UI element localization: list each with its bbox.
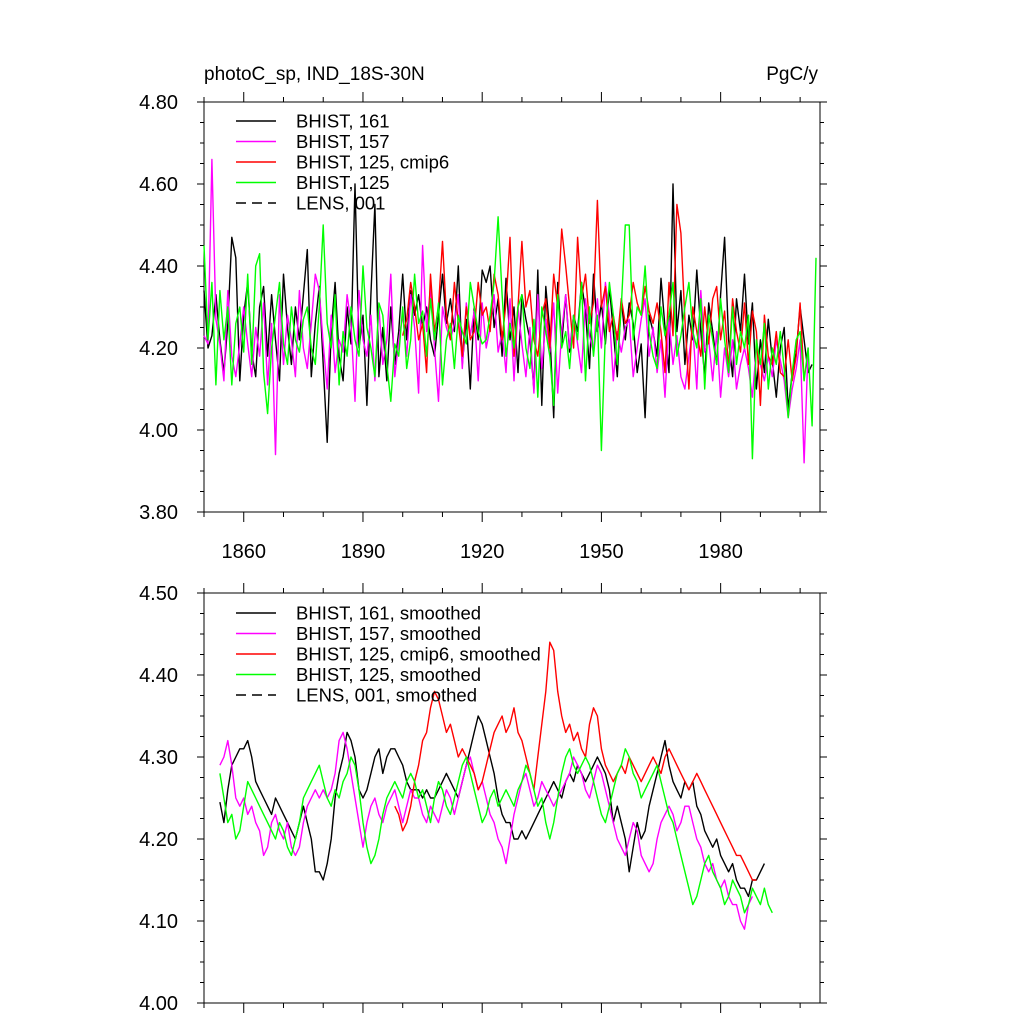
y-tick-label: 4.00 — [139, 420, 178, 442]
x-tick-label: 1920 — [460, 541, 505, 563]
series-line-bhist-157-smoothed — [219, 731, 754, 930]
x-tick-label: 1950 — [579, 541, 624, 563]
bottom-panel: 4.00 4.10 4.20 4.30 4.40 4.50 BHIST, 161, smo… — [139, 583, 827, 1015]
y-tick-label: 4.20 — [139, 338, 178, 360]
top-axis-ticks: 3.80 4.00 4.20 4.40 4.60 4.80 1860 1890 1920 1950… — [139, 92, 827, 563]
y-tick-label: 4.50 — [139, 583, 178, 605]
y-tick-label: 4.80 — [139, 92, 178, 114]
x-tick-label: 1860 — [221, 541, 266, 563]
y-tick-label: 4.00 — [139, 993, 178, 1015]
legend-label-bhist-125-smoothed: BHIST, 125, smoothed — [296, 664, 481, 685]
series-line-bhist-161-smoothed — [219, 715, 766, 898]
legend-label-bhist-125: BHIST, 125 — [296, 172, 390, 193]
legend-label-bhist-125-cmip6-smoothed: BHIST, 125, cmip6, smoothed — [296, 644, 541, 665]
legend-label-lens-001: LENS, 001 — [296, 193, 385, 214]
top-panel-units: PgC/y — [766, 64, 818, 85]
y-tick-label: 4.10 — [139, 911, 178, 933]
series-line-bhist-125-cmip6 — [402, 199, 805, 407]
x-tick-label: 1890 — [341, 541, 386, 563]
y-tick-label: 4.20 — [139, 829, 178, 851]
legend-label-bhist-161-smoothed: BHIST, 161, smoothed — [296, 603, 481, 624]
y-tick-label: 4.60 — [139, 174, 178, 196]
legend-label-bhist-161: BHIST, 161 — [296, 111, 390, 132]
legend-label-lens-001-smoothed: LENS, 001, smoothed — [296, 685, 477, 706]
series-line-bhist-125 — [203, 216, 817, 460]
y-tick-label: 4.40 — [139, 665, 178, 687]
bottom-series-group — [219, 641, 773, 930]
top-panel-title: photoC_sp, IND_18S-30N — [204, 64, 425, 85]
top-series-group — [203, 158, 817, 464]
series-line-bhist-125-smoothed — [219, 748, 773, 914]
bottom-axis-ticks: 4.00 4.10 4.20 4.30 4.40 4.50 — [139, 583, 827, 1015]
y-tick-label: 4.40 — [139, 256, 178, 278]
series-line-bhist-125-cmip6-smoothed — [394, 641, 757, 881]
legend-label-bhist-125-cmip6: BHIST, 125, cmip6 — [296, 152, 449, 173]
legend-label-bhist-157: BHIST, 157 — [296, 131, 390, 152]
y-tick-label: 3.80 — [139, 502, 178, 524]
y-tick-label: 4.30 — [139, 747, 178, 769]
legend-label-bhist-157-smoothed: BHIST, 157, smoothed — [296, 623, 481, 644]
top-panel: photoC_sp, IND_18S-30N PgC/y 3.80 4.00 4.2… — [139, 64, 827, 563]
x-tick-label: 1980 — [698, 541, 743, 563]
